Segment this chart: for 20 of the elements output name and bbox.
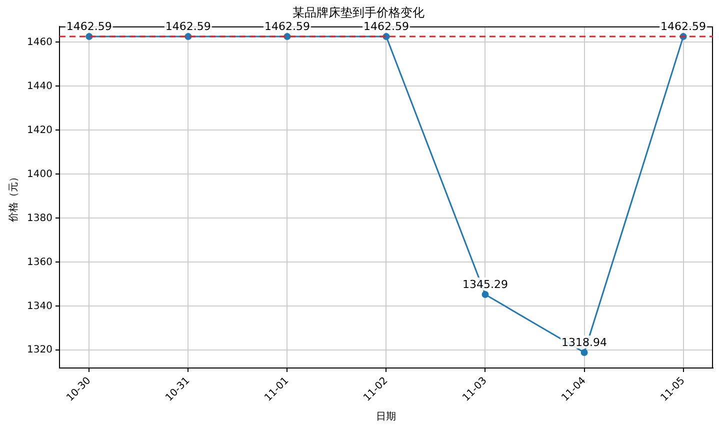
data-label: 1462.59: [363, 20, 409, 33]
data-label: 1462.59: [66, 20, 112, 33]
data-label: 1318.94: [562, 336, 608, 349]
data-label: 1345.29: [462, 278, 508, 291]
x-axis-title: 日期: [376, 410, 396, 423]
point: [580, 348, 588, 356]
chart-title: 某品牌床垫到手价格变化: [292, 5, 424, 20]
data-label: 1462.59: [264, 20, 310, 33]
y-tick-label: 1320: [26, 344, 52, 356]
data-label: 1462.59: [165, 20, 211, 33]
y-tick-label: 1380: [26, 212, 52, 224]
point: [482, 291, 489, 298]
y-tick-label: 1420: [26, 124, 52, 136]
y-tick-label: 1340: [26, 300, 52, 312]
y-tick-label: 1400: [26, 168, 52, 180]
y-tick-label: 1460: [26, 36, 52, 48]
y-axis-title: 价格（元）: [8, 172, 20, 224]
data-label: 1462.59: [660, 20, 706, 33]
y-tick-label: 1360: [26, 256, 52, 268]
y-tick-label: 1440: [26, 80, 52, 92]
